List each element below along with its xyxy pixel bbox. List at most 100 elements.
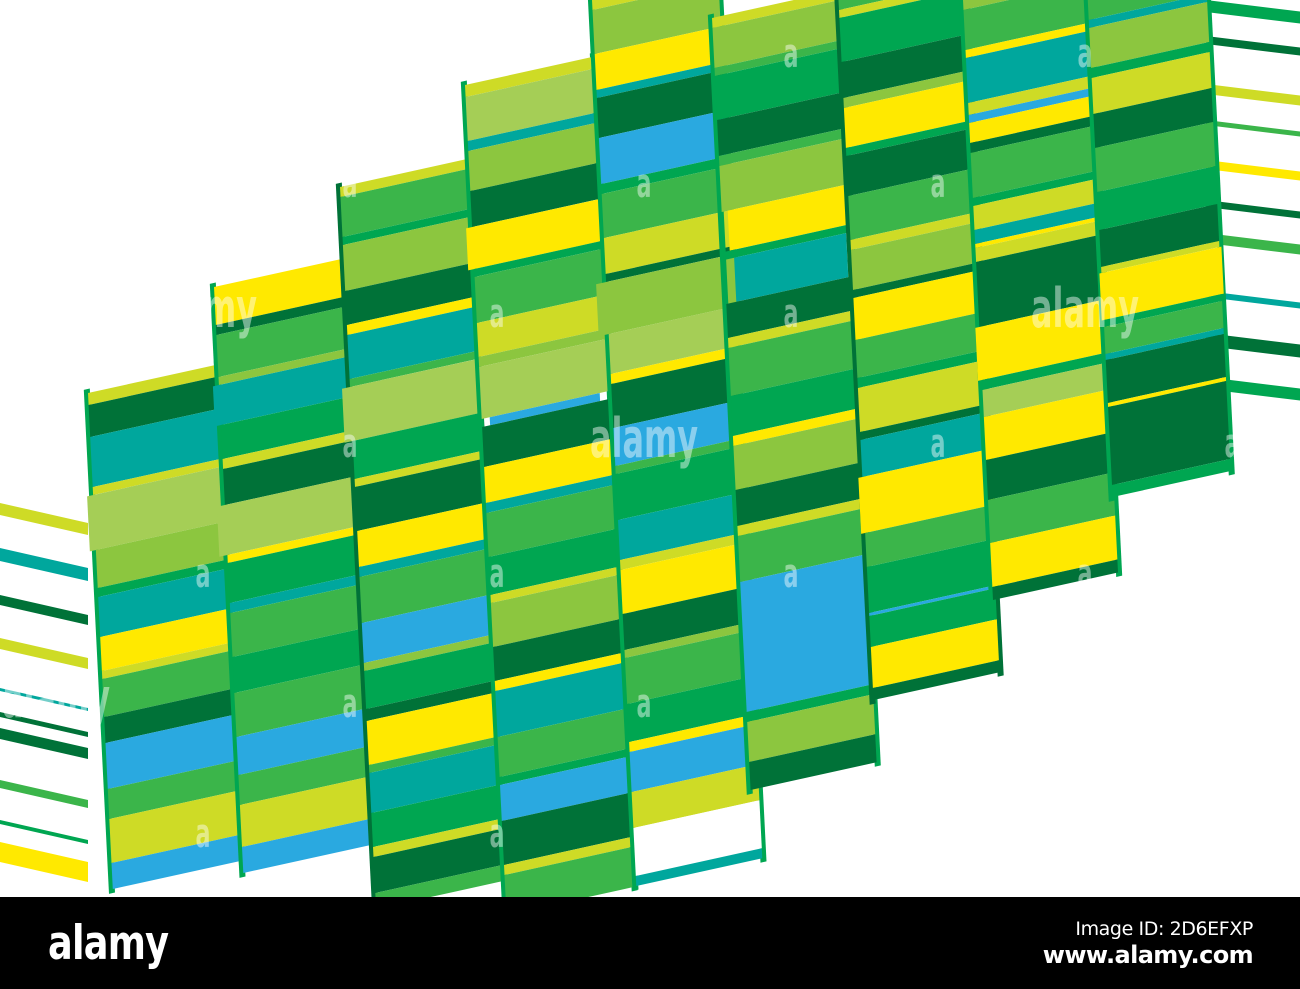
mosaic-bar <box>1104 301 1224 354</box>
edge-stripe <box>0 548 88 581</box>
mosaic-bar <box>963 0 1091 50</box>
mosaic-bar <box>992 559 1119 600</box>
mosaic-bar <box>839 0 968 62</box>
watermark-letter: a <box>637 161 652 207</box>
mosaic-bar <box>493 619 622 681</box>
mosaic-bar <box>90 408 221 487</box>
mosaic-bar <box>983 389 1112 460</box>
mosaic-bar <box>749 734 877 790</box>
watermark-letter: a <box>490 551 505 597</box>
mosaic-bar <box>482 399 612 467</box>
mosaic-bar <box>615 438 742 474</box>
mosaic-bar <box>111 834 241 889</box>
mosaic-bar <box>869 588 997 647</box>
mosaic-bar <box>718 128 846 166</box>
mosaic-bar <box>846 128 975 196</box>
edge-stripe <box>0 780 88 808</box>
mosaic-bar <box>215 296 345 335</box>
mosaic-bar <box>236 708 367 775</box>
mosaic-bar <box>841 34 970 98</box>
mosaic-bar <box>975 216 1101 248</box>
mosaic-bar <box>340 159 468 197</box>
mosaic-bar <box>222 430 352 469</box>
mosaic-bar <box>216 306 347 377</box>
mosaic-bar <box>88 376 219 437</box>
mosaic-bar <box>495 663 625 737</box>
mosaic-bar <box>730 368 859 436</box>
watermark-letter: a <box>784 291 799 337</box>
mosaic-bar <box>839 0 966 18</box>
mosaic-bar <box>238 746 368 805</box>
mosaic-bar <box>843 80 972 148</box>
mosaic-bar <box>346 297 475 335</box>
mosaic-bar <box>714 40 841 76</box>
mosaic-bar <box>973 178 1100 230</box>
mosaic-bar <box>98 568 229 637</box>
mosaic-bar <box>714 48 844 120</box>
mosaic-bar <box>465 69 595 141</box>
mosaic-bar <box>212 355 353 427</box>
mosaic-bar <box>975 298 1112 381</box>
right-edge-stripes <box>1206 0 1300 401</box>
mosaic-bar <box>853 270 982 340</box>
mosaic-bar <box>104 688 234 743</box>
watermark-letter: a <box>637 681 652 727</box>
watermark-letter: a <box>490 291 505 337</box>
mosaic-bar <box>1099 204 1220 267</box>
edge-stripe <box>1206 0 1300 24</box>
mosaic-bar <box>1093 88 1214 148</box>
mosaic-bar <box>1108 381 1231 485</box>
mosaic-bar <box>735 462 864 526</box>
mosaic-bar <box>100 608 230 671</box>
edge-stripe <box>0 595 88 625</box>
watermark-letter: a <box>490 811 505 857</box>
mosaic-bar <box>227 534 358 603</box>
mosaic-bar <box>478 329 607 367</box>
watermark-letter: a <box>196 811 211 857</box>
mosaic-bar <box>92 458 222 495</box>
watermark-letter: a <box>196 551 211 597</box>
mosaic-bar <box>102 650 233 717</box>
watermark-letter: a <box>1078 811 1093 857</box>
mosaic-bar <box>369 745 499 813</box>
mosaic-bar <box>494 653 623 691</box>
mosaic-bar <box>229 574 359 613</box>
mosaic-bar <box>340 169 470 237</box>
edge-stripe <box>1206 200 1300 219</box>
mosaic-bar <box>972 170 1099 206</box>
edge-stripe <box>0 842 88 882</box>
watermark-word: alamy <box>2 667 110 730</box>
mosaic-bar <box>375 865 504 897</box>
mosaic-bar <box>1095 122 1216 192</box>
mosaic-bar <box>499 749 628 785</box>
mosaic-bar <box>728 310 855 348</box>
mosaic-bar <box>746 684 874 722</box>
mosaic-bar <box>347 307 477 379</box>
watermark-letter: a <box>49 421 64 467</box>
mosaic-bar <box>982 362 1109 417</box>
mosaic-bar <box>476 295 606 357</box>
edge-stripe <box>0 728 88 759</box>
mosaic-bar <box>624 630 754 704</box>
mosaic-bar <box>465 57 593 97</box>
mosaic-bar <box>371 785 501 847</box>
mosaic-bar <box>504 847 634 897</box>
watermark-letter: a <box>490 31 505 77</box>
mosaic-bar <box>723 224 851 260</box>
mosaic-bar <box>622 586 751 650</box>
mosaic-bar <box>504 837 632 875</box>
mosaic-bar <box>1112 459 1231 497</box>
mosaic-bar <box>965 30 1094 103</box>
mosaic-bar <box>468 123 598 191</box>
mosaic-bar <box>618 492 747 560</box>
mosaic-bar <box>968 87 1095 123</box>
mosaic-bar <box>345 263 474 325</box>
mosaic-bar <box>974 202 1101 244</box>
mosaic-bar <box>474 249 604 323</box>
mosaic-bar <box>608 306 737 374</box>
watermark-letter: a <box>931 161 946 207</box>
mosaic-bar <box>474 241 602 277</box>
mosaic-bar <box>857 360 987 432</box>
mosaic-bar <box>109 790 240 863</box>
mosaic-bar <box>101 642 231 679</box>
